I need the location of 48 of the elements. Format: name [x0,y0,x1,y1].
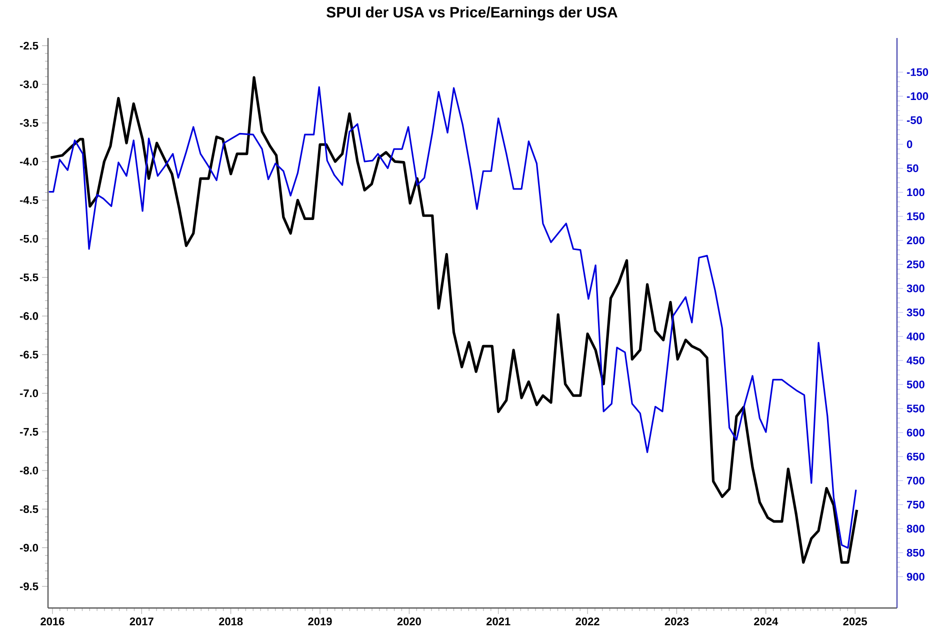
y2-tick-label: 300 [906,284,924,292]
y2-tick-label: 850 [906,548,924,557]
y-tick-label: -3.5 [20,119,38,127]
y-tick-label: -9.5 [20,582,38,590]
y-tick-label: -4.5 [20,196,38,204]
y2-tick-label: -50 [906,116,922,124]
x-tick-label: 2016 [40,618,64,626]
y2-tick-label: 550 [906,404,924,412]
y2-tick-label: 250 [906,260,924,268]
y2-tick-label: 900 [906,572,924,581]
x-tick-label: 2023 [664,618,689,626]
y2-tick-label: 200 [906,236,924,244]
y-tick-label: -6.5 [20,350,38,359]
y2-tick-label: 350 [906,308,924,316]
y-tick-label: -2.5 [20,42,38,50]
y2-tick-label: -100 [906,92,928,100]
y2-tick-label: 700 [906,476,924,485]
x-tick-label: 2017 [130,618,154,626]
y2-tick-label: -150 [906,68,928,76]
y2-tick-label: 100 [907,188,924,196]
y2-tick-label: 600 [906,428,924,436]
x-tick-label: 2018 [218,618,243,626]
y2-tick-label: 0 [906,140,912,148]
y2-tick-label: 50 [906,164,918,172]
y-tick-label: -8.0 [20,466,38,474]
y2-tick-label: 500 [906,380,924,388]
chart-title: SPUI der USA vs Price/Earnings der USA [326,6,618,21]
y2-tick-label: 150 [907,212,924,220]
x-tick-label: 2022 [576,618,600,626]
y2-tick-label: 800 [906,524,924,533]
y-tick-label: -5.0 [20,234,38,243]
y-tick-label: -6.0 [20,312,38,320]
y-tick-label: -9.0 [20,544,38,552]
x-tick-label: 2020 [397,618,421,626]
y2-tick-label: 450 [906,356,924,364]
y-tick-label: -8.5 [20,505,38,514]
x-tick-label: 2019 [308,618,332,626]
x-tick-label: 2021 [486,618,510,626]
y-tick-label: -5.5 [20,274,38,282]
y-tick-label: -7.5 [20,428,38,436]
y-tick-label: -7.0 [20,389,38,398]
x-tick-label: 2025 [843,618,867,626]
y-tick-label: -4.0 [20,158,38,166]
y2-tick-label: 750 [906,500,924,509]
y2-tick-label: 650 [906,452,924,460]
y-tick-label: -3.0 [20,80,38,88]
y2-tick-label: 400 [906,332,924,340]
x-tick-label: 2024 [754,618,778,626]
